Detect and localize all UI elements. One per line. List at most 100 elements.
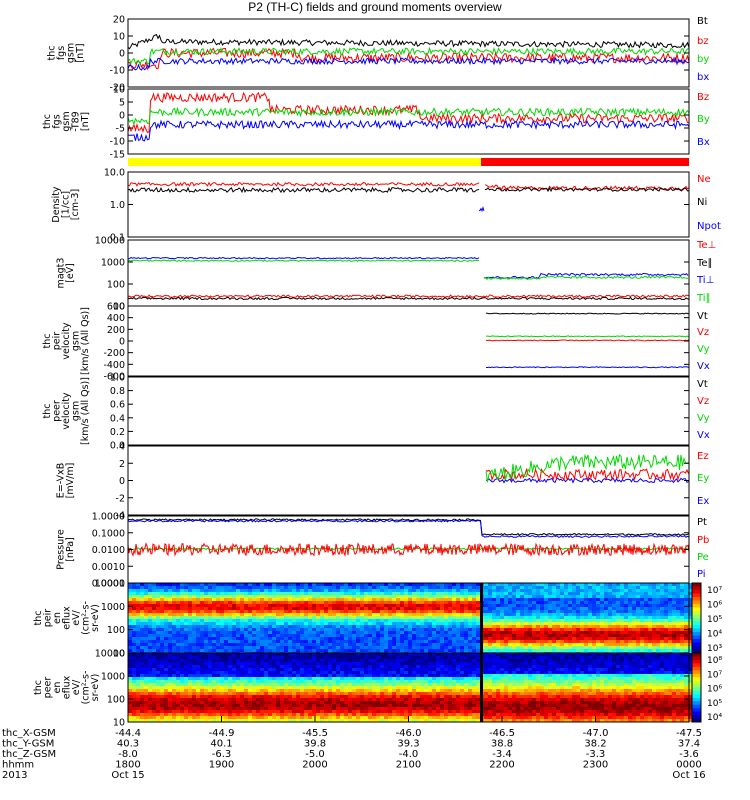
ion-spectrogram-cell [624,586,628,589]
ion-spectrogram-cell [252,595,256,598]
electron-spectrogram-cell [280,665,284,668]
ion-spectrogram-cell [348,595,352,598]
electron-spectrogram-cell [192,692,196,695]
ion-spectrogram-cell [416,598,420,601]
ion-spectrogram-cell [152,625,156,628]
electron-spectrogram-cell [264,653,268,656]
ion-spectrogram-cell [612,601,616,604]
ion-spectrogram-cell [420,643,424,646]
y-tick-label: -400 [103,360,125,371]
ion-spectrogram-cell [532,619,536,622]
ion-spectrogram-cell [616,628,620,631]
ion-spectrogram-cell [424,625,428,628]
ion-spectrogram-cell [668,595,672,598]
ion-spectrogram-cell [660,649,664,652]
ion-spectrogram-cell [648,601,652,604]
ion-spectrogram-cell [548,610,552,613]
electron-spectrogram-cell [140,677,144,680]
electron-spectrogram-cell [272,662,276,665]
ion-spectrogram-cell [672,646,676,649]
ion-spectrogram-cell [384,604,388,607]
ion-spectrogram-cell [460,586,464,589]
ion-spectrogram-cell [244,592,248,595]
ion-spectrogram-cell [420,592,424,595]
electron-spectrogram-cell [300,719,304,722]
ion-spectrogram-cell [348,640,352,643]
electron-spectrogram-cell [136,656,140,659]
ion-spectrogram-cell [264,640,268,643]
ion-spectrogram-cell [448,583,452,586]
ion-spectrogram-cell [448,625,452,628]
ion-spectrogram-cell [472,625,476,628]
ion-spectrogram-cell [316,613,320,616]
ion-spectrogram-cell [440,607,444,610]
electron-spectrogram-cell [308,680,312,683]
ion-spectrogram-cell [512,610,516,613]
electron-spectrogram-cell [340,677,344,680]
ion-spectrogram-cell [272,619,276,622]
ion-spectrogram-cell [568,649,572,652]
electron-spectrogram-cell [296,665,300,668]
ion-spectrogram-cell [436,616,440,619]
electron-spectrogram-cell [256,680,260,683]
ion-spectrogram-cell [620,610,624,613]
ion-spectrogram-cell [284,595,288,598]
ion-spectrogram-cell [396,649,400,652]
ion-spectrogram-cell [300,595,304,598]
ion-spectrogram-cell [320,604,324,607]
ion-spectrogram-cell [528,622,532,625]
ion-spectrogram-cell [680,622,684,625]
ion-spectrogram-cell [400,622,404,625]
electron-spectrogram-cell [216,710,220,713]
electron-spectrogram-cell [320,707,324,710]
ion-spectrogram-cell [512,631,516,634]
electron-spectrogram-cell [248,659,252,662]
ion-spectrogram-cell [624,592,628,595]
ti-par-line [127,259,480,262]
ion-spectrogram-cell [248,640,252,643]
ion-spectrogram-cell [180,649,184,652]
ion-spectrogram-cell [512,637,516,640]
electron-spectrogram-cell [188,701,192,704]
ion-spectrogram-cell [460,625,464,628]
electron-spectrogram-cell [216,683,220,686]
electron-spectrogram-cell [292,656,296,659]
ion-spectrogram-cell [408,613,412,616]
ion-spectrogram-cell [296,616,300,619]
ion-spectrogram-cell [592,583,596,586]
electron-spectrogram-cell [136,683,140,686]
ion-spectrogram-cell [512,643,516,646]
ion-spectrogram-cell [608,622,612,625]
colorbar-cell [692,597,701,601]
ion-spectrogram-cell [340,586,344,589]
ion-spectrogram-cell [552,595,556,598]
ion-spectrogram-cell [440,619,444,622]
ion-spectrogram-cell [472,607,476,610]
ion-spectrogram-cell [336,628,340,631]
ion-spectrogram-cell [360,607,364,610]
ion-spectrogram-cell [380,592,384,595]
ion-spectrogram-cell [648,604,652,607]
legend-entry: Vt [697,379,708,390]
ion-spectrogram-cell [664,634,668,637]
electron-spectrogram-cell [308,677,312,680]
electron-spectrogram-cell [272,683,276,686]
ion-spectrogram-cell [344,583,348,586]
electron-spectrogram-cell [328,653,332,656]
ion-spectrogram-cell [648,598,652,601]
ion-spectrogram-cell [664,619,668,622]
ion-spectrogram-cell [328,646,332,649]
ion-spectrogram-cell [304,616,308,619]
ion-spectrogram-cell [596,583,600,586]
ion-spectrogram-cell [168,619,172,622]
electron-spectrogram-cell [316,701,320,704]
ion-spectrogram-cell [432,625,436,628]
ion-spectrogram-cell [388,616,392,619]
electron-spectrogram-cell [168,662,172,665]
electron-spectrogram-cell [200,695,204,698]
ion-spectrogram-cell [232,637,236,640]
ion-spectrogram-cell [144,610,148,613]
ion-spectrogram-cell [448,640,452,643]
electron-spectrogram-cell [316,677,320,680]
ion-spectrogram-cell [136,613,140,616]
